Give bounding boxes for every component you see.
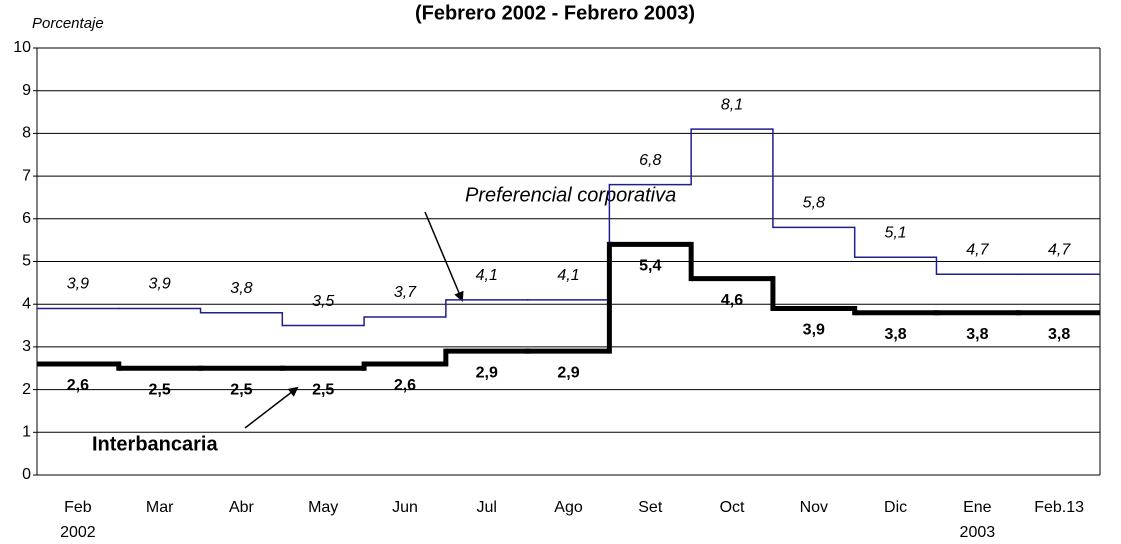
x-tick-label: Feb (64, 499, 92, 516)
data-label: 8,1 (721, 96, 743, 113)
data-label: 4,6 (721, 292, 743, 309)
y-tick-label: 4 (22, 295, 31, 312)
data-label: 3,8 (966, 326, 988, 343)
data-label: 2,5 (230, 381, 252, 398)
x-tick-label: Ago (554, 499, 583, 516)
data-label: 2,6 (394, 377, 416, 394)
data-label: 2,9 (476, 364, 498, 381)
x-tick-label: Set (638, 499, 663, 516)
data-label: 5,4 (639, 258, 661, 275)
x-tick-label: Jul (477, 499, 497, 516)
y-tick-label: 8 (22, 125, 31, 142)
x-tick-label: Dic (884, 499, 907, 516)
data-label: 4,1 (476, 267, 498, 284)
data-label: 3,9 (149, 276, 171, 293)
y-tick-label: 5 (22, 253, 31, 270)
data-label: 5,1 (884, 224, 906, 241)
data-label: 2,5 (149, 381, 171, 398)
data-label: 5,8 (803, 195, 825, 212)
y-tick-label: 0 (22, 466, 31, 483)
data-label: 2,5 (312, 381, 334, 398)
data-label: 4,7 (966, 242, 989, 259)
x-tick-label: Oct (720, 499, 745, 516)
data-label: 3,7 (394, 284, 417, 301)
data-label: 2,6 (67, 377, 89, 394)
chart-title: (Febrero 2002 - Febrero 2003) (415, 2, 695, 24)
data-label: 4,7 (1048, 242, 1071, 259)
y-tick-label: 2 (22, 381, 31, 398)
x-year-label: 2003 (960, 524, 996, 541)
annotation-arrow (424, 211, 464, 302)
x-tick-label: Mar (146, 499, 174, 516)
series-annotation: Preferencial corporativa (465, 184, 676, 206)
y-tick-label: 3 (22, 338, 31, 355)
data-label: 6,8 (639, 152, 661, 169)
data-label: 4,1 (557, 267, 579, 284)
y-tick-label: 10 (13, 39, 31, 56)
data-label: 3,9 (67, 276, 89, 293)
data-label: 3,9 (803, 322, 825, 339)
data-label: 2,9 (557, 364, 579, 381)
data-label: 3,8 (1048, 326, 1070, 343)
data-label: 3,5 (312, 293, 334, 310)
y-axis-label: Porcentaje (32, 15, 104, 32)
data-label: 3,8 (230, 280, 252, 297)
y-tick-label: 6 (22, 210, 31, 227)
series-annotation: Interbancaria (92, 433, 218, 455)
y-tick-label: 9 (22, 82, 31, 99)
x-tick-label: Jun (392, 499, 418, 516)
data-label: 3,8 (884, 326, 906, 343)
x-tick-label: May (308, 499, 338, 516)
annotation-arrow (244, 386, 299, 429)
x-tick-label: Abr (229, 499, 255, 516)
y-tick-label: 1 (22, 424, 31, 441)
y-tick-label: 7 (22, 167, 31, 184)
x-tick-label: Ene (963, 499, 992, 516)
x-tick-label: Feb.13 (1034, 499, 1084, 516)
x-tick-label: Nov (800, 499, 828, 516)
x-year-label: 2002 (60, 524, 96, 541)
